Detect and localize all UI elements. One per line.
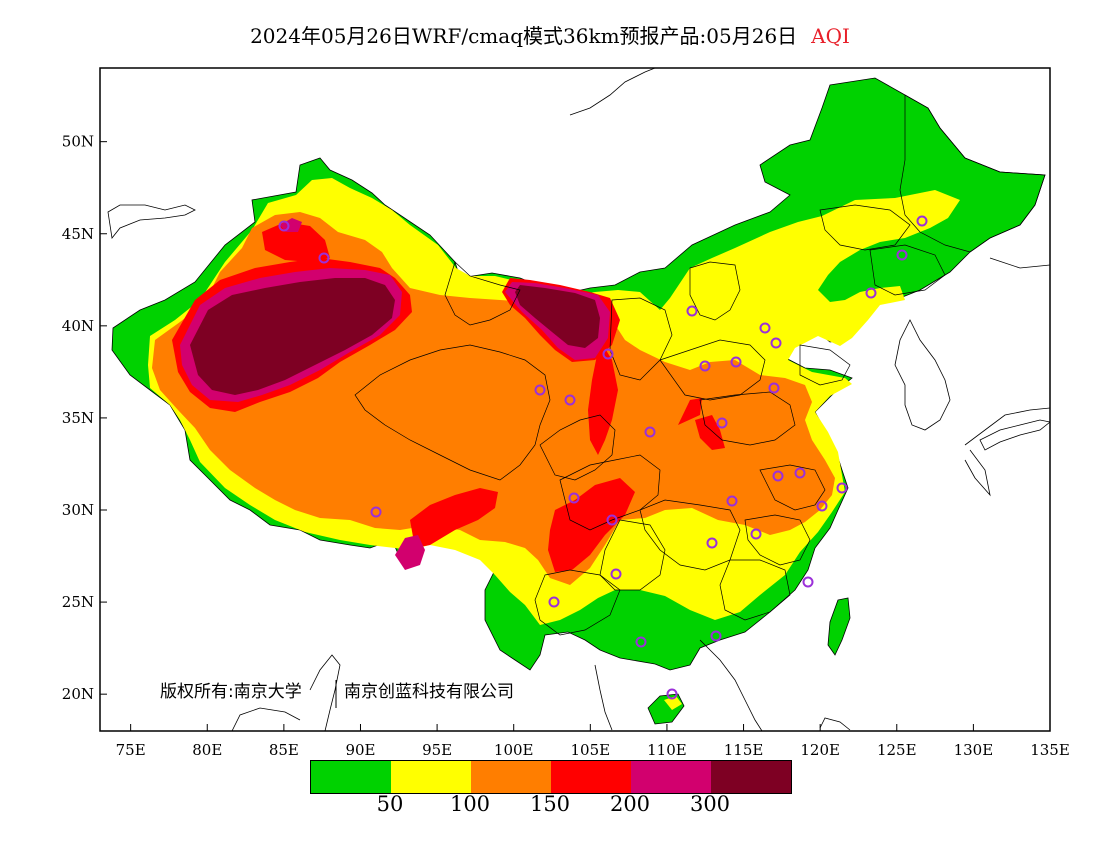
y-tick-label: 25N — [62, 593, 94, 611]
station-marker — [699, 360, 711, 372]
region-magenta-north — [280, 218, 302, 232]
copyright-right: 南京创蓝科技有限公司 — [344, 682, 514, 702]
taiwan-island — [827, 597, 851, 656]
station-marker — [568, 492, 580, 504]
station-marker — [716, 417, 728, 429]
station-marker — [816, 500, 828, 512]
station-marker — [370, 506, 382, 518]
y-tick-label: 20N — [62, 685, 94, 703]
region-magenta-nepal — [395, 535, 425, 570]
title-text: 2024年05月26日WRF/cmaq模式36km预报产品:05月26日 — [250, 24, 798, 48]
station-marker — [770, 337, 782, 349]
y-tick-label: 50N — [62, 133, 94, 151]
x-tick-label: 135E — [1030, 741, 1070, 759]
x-tick-label: 125E — [877, 741, 917, 759]
province-borders — [354, 94, 1046, 636]
legend-label: 200 — [609, 792, 651, 816]
station-marker — [602, 348, 614, 360]
legend-label: 300 — [689, 792, 731, 816]
x-tick-label: 90E — [345, 741, 375, 759]
x-tick-label: 115E — [724, 741, 764, 759]
station-marker — [759, 322, 771, 334]
station-marker — [666, 688, 678, 700]
x-tick-label: 120E — [800, 741, 840, 759]
station-marker — [896, 249, 908, 261]
station-marker — [865, 287, 877, 299]
hainan-yellow — [664, 696, 682, 710]
copyright-left: 版权所有:南京大学 — [160, 682, 302, 702]
region-maroon-ordos — [515, 285, 600, 348]
legend-label: 100 — [449, 792, 491, 816]
map-frame — [99, 67, 1051, 732]
y-axis: 50N 45N 40N 35N 30N 25N 20N — [62, 133, 107, 703]
x-tick-label: 105E — [571, 741, 611, 759]
x-tick-label: 110E — [647, 741, 687, 759]
y-tick-label: 30N — [62, 501, 94, 519]
station-marker — [278, 220, 290, 232]
pollution-field — [107, 68, 1050, 731]
legend-swatch — [391, 761, 471, 793]
station-marker — [710, 630, 722, 642]
legend-label: 150 — [529, 792, 571, 816]
station-marker — [548, 596, 560, 608]
region-red-henan — [695, 415, 725, 450]
legend-swatch — [711, 761, 791, 793]
station-marker — [836, 482, 848, 494]
legend-swatch — [471, 761, 551, 793]
legend-label: 50 — [376, 792, 404, 816]
x-tick-label: 95E — [422, 741, 452, 759]
legend-swatch — [631, 761, 711, 793]
title-variable: AQI — [811, 24, 850, 48]
y-tick-label: 40N — [62, 317, 94, 335]
map-title: 2024年05月26日WRF/cmaq模式36km预报产品:05月26日 AQI — [0, 20, 1100, 49]
station-marker — [772, 470, 784, 482]
x-tick-label: 75E — [116, 741, 146, 759]
station-markers — [278, 215, 928, 700]
x-tick-label: 130E — [954, 741, 994, 759]
x-axis: 75E 80E 85E 90E 95E 100E 105E 110E 115E 120E 125E 1… — [116, 724, 1070, 759]
station-marker — [750, 528, 762, 540]
color-legend — [310, 760, 792, 794]
y-tick-label: 35N — [62, 409, 94, 427]
legend-labels: 50 100 150 200 300 — [0, 792, 1100, 822]
station-marker — [794, 467, 806, 479]
x-tick-label: 100E — [494, 741, 534, 759]
x-tick-label: 85E — [269, 741, 299, 759]
station-marker — [706, 537, 718, 549]
station-marker — [916, 215, 928, 227]
station-marker — [768, 382, 780, 394]
station-marker — [606, 514, 618, 526]
region-red-shanxi — [588, 340, 618, 455]
region-red-tibet — [410, 488, 498, 548]
region-maroon-tarim — [190, 278, 395, 395]
legend-swatch — [311, 761, 391, 793]
station-marker — [534, 384, 546, 396]
station-marker — [318, 252, 330, 264]
station-marker — [730, 356, 742, 368]
region-red-hebei — [678, 398, 702, 425]
station-marker — [564, 394, 576, 406]
station-marker — [802, 576, 814, 588]
station-marker — [686, 305, 698, 317]
x-tick-label: 80E — [192, 741, 222, 759]
region-red-sichuan — [548, 478, 635, 572]
station-marker — [635, 636, 647, 648]
station-marker — [644, 426, 656, 438]
neighbor-coastlines — [107, 68, 1050, 731]
region-red-ne-small — [262, 222, 330, 262]
y-tick-label: 45N — [62, 225, 94, 243]
station-marker — [726, 495, 738, 507]
station-marker — [610, 568, 622, 580]
legend-swatch — [551, 761, 631, 793]
